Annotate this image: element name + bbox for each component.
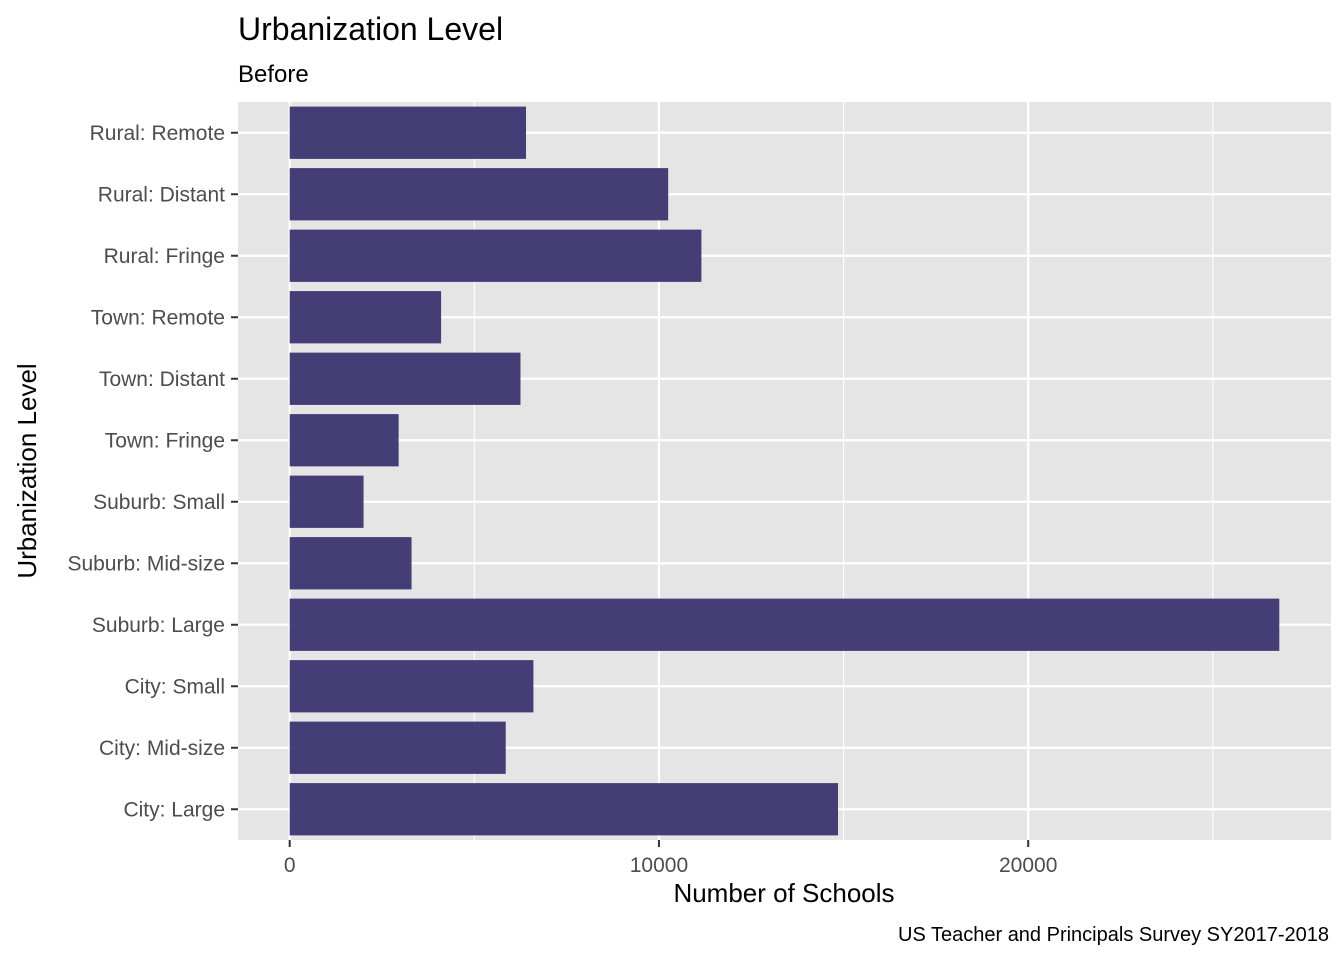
bar — [289, 721, 506, 774]
bar — [289, 660, 534, 713]
chart-caption: US Teacher and Principals Survey SY2017-… — [898, 924, 1329, 946]
y-tick-label: Suburb: Small — [93, 491, 225, 514]
y-axis-ticks: Rural: Remote Rural: Distant Rural: Fringe… — [67, 122, 238, 821]
bar — [289, 106, 527, 159]
y-tick-label: Town: Fringe — [105, 429, 225, 452]
y-axis-title: Urbanization Level — [12, 363, 42, 578]
x-tick-label: 0 — [284, 854, 296, 877]
bar — [289, 168, 669, 221]
y-tick-label: City: Small — [125, 675, 225, 698]
x-tick-label: 10000 — [630, 854, 688, 877]
x-axis-ticks: 0 10000 20000 — [284, 840, 1057, 877]
y-tick-label: Suburb: Large — [92, 614, 225, 637]
y-tick-label: Rural: Fringe — [104, 245, 225, 268]
x-axis-title: Number of Schools — [673, 878, 894, 908]
bar — [289, 291, 442, 344]
chart-title: Urbanization Level — [238, 11, 503, 47]
bar — [289, 352, 521, 405]
y-tick-label: Town: Distant — [99, 368, 225, 391]
y-tick-label: Rural: Remote — [90, 122, 225, 145]
bar — [289, 229, 702, 282]
bar — [289, 475, 364, 528]
bar — [289, 537, 412, 590]
plot-panel — [238, 102, 1331, 840]
x-tick-label: 20000 — [999, 854, 1057, 877]
bar — [289, 783, 839, 836]
y-tick-label: Town: Remote — [91, 306, 225, 329]
y-tick-label: City: Large — [123, 798, 225, 821]
y-tick-label: Suburb: Mid-size — [67, 552, 225, 575]
bar — [289, 598, 1280, 651]
bars — [289, 106, 1280, 836]
y-tick-label: Rural: Distant — [98, 183, 225, 206]
bar — [289, 414, 399, 467]
y-tick-label: City: Mid-size — [99, 737, 225, 760]
chart-subtitle: Before — [238, 61, 309, 88]
minor-gridlines — [473, 102, 1214, 840]
